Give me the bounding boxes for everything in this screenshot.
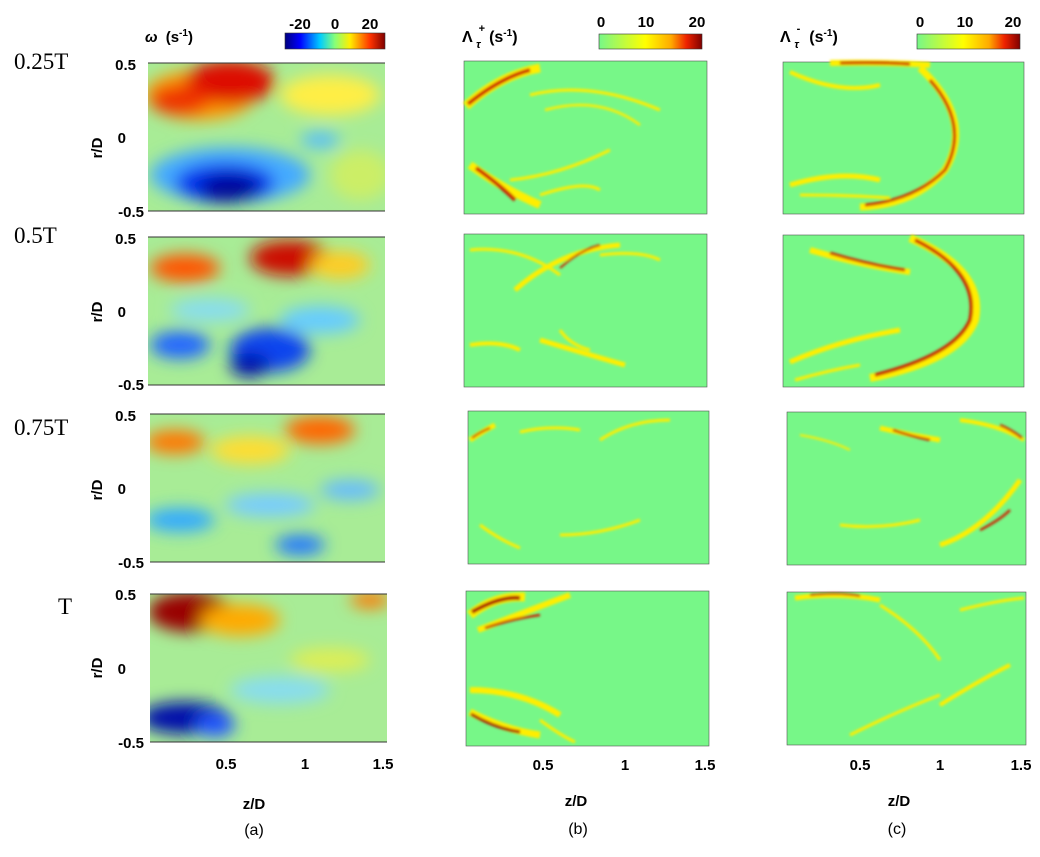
y-tick-2-top: 0.5 <box>115 408 136 425</box>
lambda-plus-field-1 <box>463 233 708 388</box>
lambda-minus-cb-tick-min: 0 <box>916 14 924 31</box>
y-tick-2-bot: -0.5 <box>118 555 144 572</box>
vorticity-field-3 <box>150 593 387 743</box>
y-tick-2-mid: 0 <box>118 481 126 498</box>
y-axis-row-3: r/D 0.5 0 -0.5 <box>89 587 144 752</box>
vorticity-cb-tick-min: -20 <box>289 16 311 33</box>
header-lambda-plus: Λ + τ (s-1) 0 10 20 <box>462 14 706 52</box>
x-axis-b: 0.5 1 1.5 z/D (b) <box>533 757 716 838</box>
y-tick-1-bot: -0.5 <box>118 377 144 394</box>
lambda-minus-field-1 <box>782 234 1025 388</box>
vorticity-cb-tick-max: 20 <box>362 16 379 33</box>
y-tick-1-mid: 0 <box>118 304 126 321</box>
lambda-minus-field-0 <box>782 59 1025 215</box>
x-axis-c: 0.5 1 1.5 z/D (c) <box>850 757 1032 838</box>
x-tick-c-1: 1 <box>936 757 944 774</box>
time-label-0: 0.25T <box>14 49 68 74</box>
y-tick-0-mid: 0 <box>118 130 126 147</box>
vorticity-field-0 <box>148 62 385 212</box>
time-label-3: T <box>58 594 72 619</box>
y-axis-row-2: r/D 0.5 0 -0.5 <box>89 408 144 572</box>
y-tick-1-top: 0.5 <box>115 231 136 248</box>
y-axis-label-1: r/D <box>89 301 106 322</box>
time-label-1: 0.5T <box>14 223 57 248</box>
lambda-plus-field-2 <box>467 410 710 565</box>
lambda-plus-cb-tick-min: 0 <box>597 14 605 31</box>
panel-label-a: (a) <box>244 822 264 839</box>
lambda-plus-cb-tick-max: 20 <box>689 14 706 31</box>
lambda-plus-field-0 <box>462 60 708 215</box>
y-tick-0-top: 0.5 <box>115 57 136 74</box>
header-vorticity: ω (s-1) -20 0 20 <box>145 16 386 50</box>
lambda-plus-colorbar <box>598 33 703 50</box>
x-tick-c-0: 0.5 <box>850 757 871 774</box>
header-lambda-minus: Λ -τ (s-1) 0 10 20 <box>780 14 1022 52</box>
panel-label-c: (c) <box>888 821 907 838</box>
x-tick-b-0: 0.5 <box>533 757 554 774</box>
vorticity-colorbar <box>284 32 386 50</box>
x-tick-b-2: 1.5 <box>695 757 716 774</box>
x-axis-label-c: z/D <box>888 793 911 810</box>
vorticity-title: ω (s-1) <box>145 28 193 46</box>
time-label-2: 0.75T <box>14 415 68 440</box>
lambda-plus-cb-tick-mid: 10 <box>638 14 655 31</box>
y-axis-row-1: r/D 0.5 0 -0.5 <box>89 231 144 394</box>
y-axis-label-0: r/D <box>89 137 106 158</box>
vorticity-cb-tick-mid: 0 <box>331 16 339 33</box>
x-axis-label-a: z/D <box>243 796 266 813</box>
x-axis-label-b: z/D <box>565 793 588 810</box>
lambda-minus-cb-tick-mid: 10 <box>957 14 974 31</box>
vorticity-field-1 <box>148 236 385 386</box>
y-axis-label-3: r/D <box>89 657 106 678</box>
panel-label-b: (b) <box>568 821 588 838</box>
y-axis-label-2: r/D <box>89 479 106 500</box>
lambda-plus-field-3 <box>465 590 710 747</box>
lambda-plus-title: Λ + τ (s-1) <box>462 23 518 52</box>
y-tick-3-bot: -0.5 <box>118 735 144 752</box>
x-tick-a-0: 0.5 <box>216 756 237 773</box>
y-tick-3-mid: 0 <box>118 661 126 678</box>
lambda-minus-cb-tick-max: 20 <box>1005 14 1022 31</box>
x-tick-a-2: 1.5 <box>373 756 394 773</box>
y-tick-0-bot: -0.5 <box>118 204 144 221</box>
vorticity-field-2 <box>150 413 385 563</box>
lambda-minus-colorbar <box>916 33 1021 50</box>
x-tick-c-2: 1.5 <box>1011 757 1032 774</box>
y-axis-row-0: r/D 0.5 0 -0.5 <box>89 57 144 221</box>
lambda-minus-field-2 <box>786 411 1027 566</box>
y-tick-3-top: 0.5 <box>115 587 136 604</box>
x-axis-a: 0.5 1 1.5 z/D (a) <box>216 756 394 839</box>
x-tick-b-1: 1 <box>621 757 629 774</box>
lambda-minus-field-3 <box>786 591 1027 746</box>
x-tick-a-1: 1 <box>301 756 309 773</box>
lambda-minus-title: Λ -τ (s-1) <box>780 23 838 52</box>
